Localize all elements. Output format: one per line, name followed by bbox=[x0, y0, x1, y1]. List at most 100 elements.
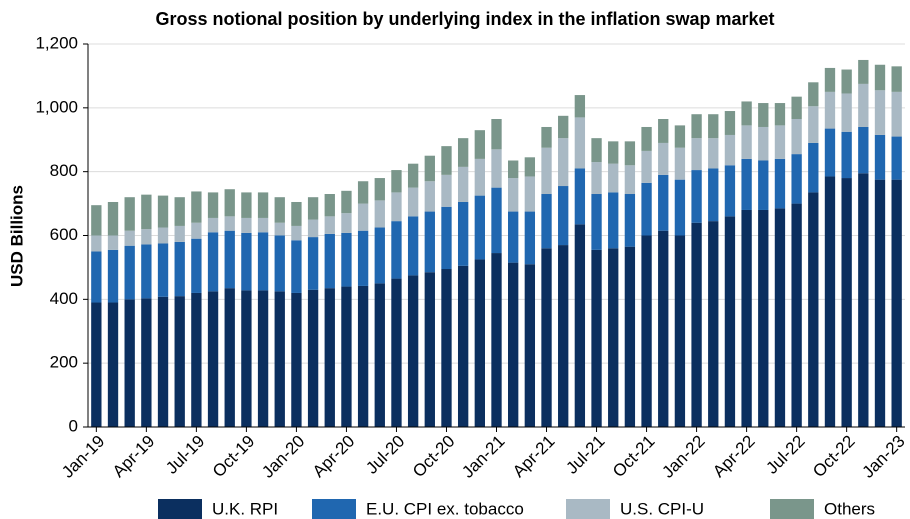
bar-segment bbox=[808, 106, 819, 143]
bar-segment bbox=[307, 289, 319, 427]
legend-swatch bbox=[312, 499, 356, 519]
bar-segment bbox=[474, 195, 485, 260]
bar-segment bbox=[574, 168, 586, 225]
bar-segment bbox=[641, 235, 652, 427]
x-tick-label: Jan-23 bbox=[858, 432, 908, 482]
bar-segment bbox=[608, 141, 619, 164]
x-tick-label: Jan-19 bbox=[58, 432, 108, 482]
x-tick-label: Oct-19 bbox=[209, 432, 259, 482]
legend-label: E.U. CPI ex. tobacco bbox=[366, 499, 524, 518]
bar-segment bbox=[157, 227, 169, 244]
bar-segment bbox=[191, 292, 202, 427]
y-tick-label: 400 bbox=[50, 289, 78, 308]
bar-segment bbox=[674, 179, 686, 236]
bar-segment bbox=[307, 219, 319, 238]
bar-segment bbox=[741, 125, 752, 159]
bar-segment bbox=[741, 209, 752, 427]
bar-segment bbox=[658, 174, 669, 231]
bar-segment bbox=[524, 211, 536, 265]
x-tick-label: Jan-22 bbox=[658, 432, 708, 482]
bar-segment bbox=[257, 232, 269, 291]
bar-segment bbox=[391, 221, 402, 279]
bar-segment bbox=[608, 163, 619, 193]
bar-segment bbox=[391, 192, 402, 222]
bar-segment bbox=[457, 265, 469, 427]
bar-segment bbox=[824, 67, 836, 92]
bar-segment bbox=[774, 158, 786, 209]
bar-segment bbox=[891, 179, 902, 427]
bar-segment bbox=[558, 115, 569, 139]
bar-segment bbox=[441, 269, 452, 427]
bar-segment bbox=[124, 230, 135, 246]
bar-segment bbox=[141, 244, 152, 299]
bar-segment bbox=[874, 179, 886, 427]
bar-segment bbox=[457, 166, 469, 202]
x-tick-label: Oct-21 bbox=[609, 432, 659, 482]
bar-segment bbox=[341, 286, 352, 427]
bar-segment bbox=[724, 216, 736, 427]
bar-segment bbox=[307, 197, 319, 220]
bar-segment bbox=[891, 136, 902, 180]
bar-segment bbox=[224, 288, 235, 427]
bar-segment bbox=[708, 221, 719, 427]
bar-segment bbox=[708, 168, 719, 222]
bar-segment bbox=[858, 173, 869, 427]
bar-segment bbox=[558, 138, 569, 187]
bar-segment bbox=[324, 233, 335, 289]
bar-segment bbox=[541, 126, 552, 148]
bar-segment bbox=[591, 249, 602, 427]
bar-segment bbox=[407, 216, 419, 276]
x-tick-label: Jan-20 bbox=[258, 432, 308, 482]
bar-segment bbox=[407, 163, 419, 188]
bar-segment bbox=[658, 230, 669, 427]
bar-segment bbox=[558, 245, 569, 427]
bar-segment bbox=[574, 95, 586, 118]
bar-segment bbox=[674, 235, 686, 427]
bar-segment bbox=[374, 227, 385, 284]
bar-segment bbox=[157, 243, 169, 297]
bar-segment bbox=[341, 213, 352, 233]
bar-segment bbox=[758, 126, 769, 161]
bar-segment bbox=[591, 138, 602, 163]
bar-segment bbox=[224, 216, 235, 231]
bar-segment bbox=[541, 248, 552, 427]
bar-segment bbox=[457, 201, 469, 266]
bar-segment bbox=[641, 182, 652, 236]
x-tick-label: Oct-20 bbox=[409, 432, 459, 482]
bar-segment bbox=[391, 170, 402, 193]
legend-label: U.K. RPI bbox=[212, 499, 278, 518]
bar-segment bbox=[91, 302, 102, 427]
bar-segment bbox=[241, 290, 252, 427]
bar-segment bbox=[91, 205, 102, 236]
bar-segment bbox=[91, 251, 102, 303]
bar-segment bbox=[424, 155, 435, 182]
bar-segment bbox=[824, 91, 836, 129]
bar-segment bbox=[624, 165, 636, 195]
bar-segment bbox=[207, 232, 219, 292]
y-tick-label: 800 bbox=[50, 161, 78, 180]
bar-segment bbox=[141, 298, 152, 427]
bar-segment bbox=[508, 211, 519, 263]
bar-segment bbox=[841, 93, 852, 132]
x-tick-label: Jul-22 bbox=[762, 432, 808, 478]
bar-segment bbox=[124, 299, 135, 427]
bar-segment bbox=[291, 292, 302, 427]
bar-segment bbox=[207, 217, 219, 233]
bar-segment bbox=[224, 189, 235, 217]
bar-segment bbox=[808, 142, 819, 193]
bar-segment bbox=[291, 240, 302, 293]
bar-segment bbox=[274, 291, 285, 427]
legend-label: U.S. CPI-U bbox=[620, 499, 704, 518]
bar-segment bbox=[174, 225, 185, 242]
bar-segment bbox=[241, 192, 252, 218]
bar-segment bbox=[141, 229, 152, 245]
bar-segment bbox=[374, 283, 385, 427]
bar-segment bbox=[241, 217, 252, 233]
bar-segment bbox=[274, 235, 285, 292]
bar-segment bbox=[424, 211, 435, 273]
bar-segment bbox=[107, 302, 119, 427]
bar-segment bbox=[541, 194, 552, 249]
bar-segment bbox=[724, 165, 736, 217]
bar-segment bbox=[341, 232, 352, 287]
bar-segment bbox=[157, 296, 169, 427]
